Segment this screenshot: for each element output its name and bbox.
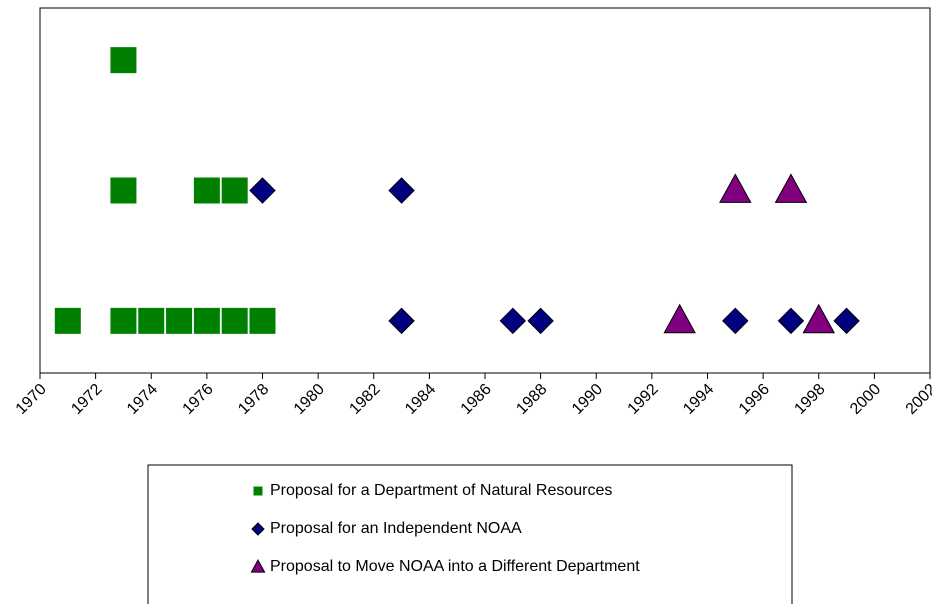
diamond-marker xyxy=(388,307,415,335)
square-marker xyxy=(109,306,138,335)
x-tick-label: 1984 xyxy=(402,381,439,418)
diamond-marker xyxy=(833,307,860,335)
x-tick-label: 1974 xyxy=(124,381,161,418)
diamond-marker xyxy=(388,177,415,204)
square-marker xyxy=(220,306,249,335)
x-tick-label: 1978 xyxy=(235,381,272,418)
triangle-marker xyxy=(719,173,752,203)
diamond-marker xyxy=(499,307,527,335)
x-tick-label: 1980 xyxy=(291,381,328,418)
square-marker xyxy=(165,306,194,335)
square-marker xyxy=(53,306,82,335)
legend-marker xyxy=(251,522,265,536)
legend-label: Proposal for an Independent NOAA xyxy=(270,520,522,537)
x-tick-label: 1986 xyxy=(458,381,495,418)
x-tick-label: 1998 xyxy=(791,381,828,418)
square-marker xyxy=(109,46,138,75)
square-marker xyxy=(137,306,166,335)
x-tick-label: 2000 xyxy=(847,381,884,418)
diamond-marker xyxy=(249,177,276,204)
x-tick-label: 1996 xyxy=(736,381,773,418)
x-tick-label: 1982 xyxy=(346,381,383,418)
x-tick-label: 1992 xyxy=(624,381,661,418)
legend-marker xyxy=(252,485,264,497)
square-marker xyxy=(192,176,221,205)
triangle-marker xyxy=(802,303,835,334)
diamond-marker xyxy=(527,307,554,335)
square-marker xyxy=(248,306,277,335)
legend-label: Proposal to Move NOAA into a Different D… xyxy=(270,558,640,575)
diamond-marker xyxy=(722,307,749,335)
diamond-marker xyxy=(777,307,805,335)
x-tick-label: 2002 xyxy=(903,381,932,418)
x-tick-label: 1970 xyxy=(13,381,50,418)
x-tick-label: 1990 xyxy=(569,381,606,418)
square-marker xyxy=(192,306,221,335)
square-marker xyxy=(220,176,249,205)
x-tick-label: 1988 xyxy=(513,381,550,418)
x-tick-label: 1994 xyxy=(680,381,717,418)
square-marker xyxy=(109,176,138,205)
x-tick-label: 1972 xyxy=(68,381,105,418)
triangle-marker xyxy=(663,303,696,334)
x-tick-label: 1976 xyxy=(179,381,216,418)
triangle-marker xyxy=(774,173,808,203)
legend-marker xyxy=(250,559,266,573)
legend-label: Proposal for a Department of Natural Res… xyxy=(270,482,612,499)
